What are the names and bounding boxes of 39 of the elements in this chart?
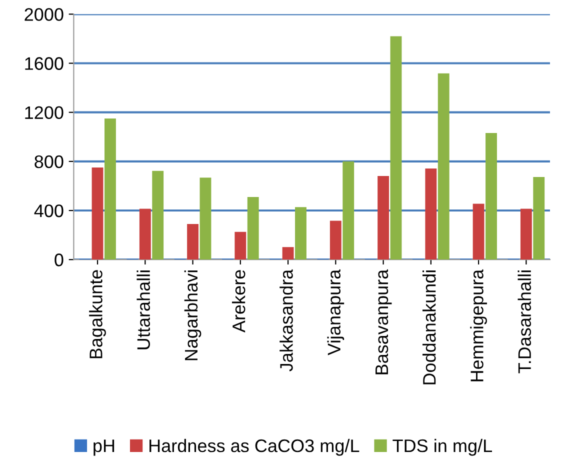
bar [472, 204, 484, 260]
bar [234, 232, 246, 260]
x-tick-label: Vijanapura [327, 269, 344, 356]
bar [187, 224, 198, 260]
bar [104, 118, 116, 260]
bar [282, 247, 294, 260]
bar [520, 208, 532, 260]
x-tick-label: Nagarbhavi [184, 270, 202, 360]
bar [295, 207, 306, 260]
x-tick-label: Basavanpura [376, 269, 392, 374]
x-tick-label: Bagalkunte [89, 270, 106, 358]
x-tick-label: Doddanakundi [422, 270, 436, 384]
x-tick-label: T.Dasarahalli [518, 270, 532, 374]
bar [139, 208, 151, 260]
y-tick-label: 400 [34, 204, 64, 218]
bar [247, 197, 259, 260]
bar [390, 36, 402, 260]
bar [152, 170, 164, 260]
x-tick-label: Hemmigepura [470, 269, 487, 382]
legend-label: Hardness as CaCO3 mg/L [150, 438, 360, 456]
x-tick-label: Arekere [232, 270, 246, 333]
bar [533, 177, 545, 260]
y-tick-label: 2000 [24, 8, 64, 21]
y-tick-label: 1600 [25, 57, 64, 70]
legend-label: pH [94, 440, 114, 456]
legend-label: TDS in mg/L [392, 438, 492, 456]
bar [378, 176, 390, 260]
bar [438, 73, 450, 260]
y-tick-label: 1200 [25, 106, 64, 120]
y-tick-label: 800 [34, 155, 64, 168]
bar [200, 178, 212, 260]
x-tick-label: Jakkasandra [280, 269, 293, 372]
bar [425, 168, 437, 260]
y-tick-label: 0 [54, 254, 64, 266]
x-tick-label: Uttarahalli [136, 270, 150, 350]
bar [330, 220, 342, 260]
bar [342, 161, 354, 260]
bar [486, 132, 497, 260]
bar [92, 168, 104, 260]
